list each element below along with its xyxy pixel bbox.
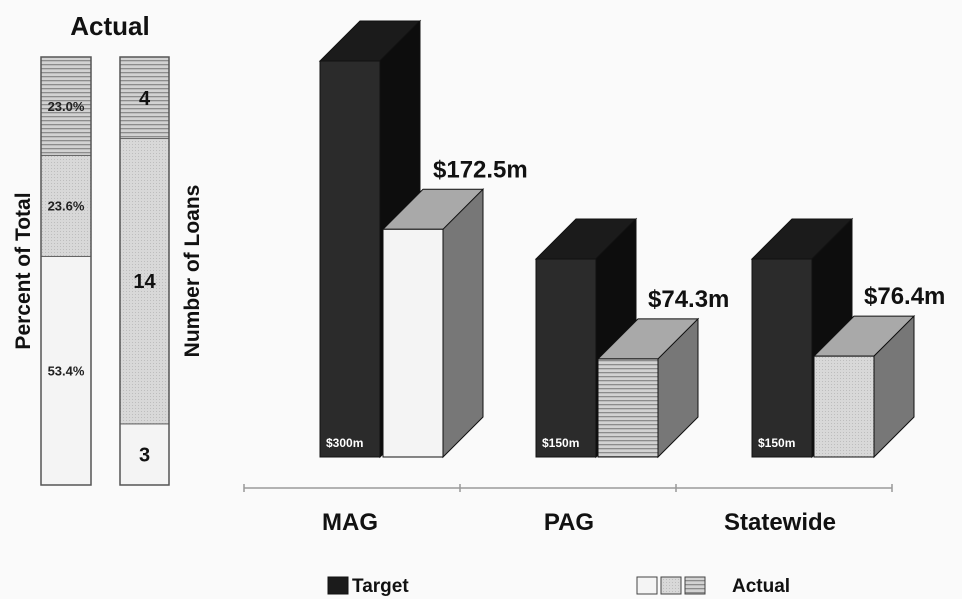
actual-value-label-0: $172.5m [433,156,528,183]
pct-segment-label-2: 23.0% [48,99,85,114]
legend-actual-label: Actual [732,576,790,597]
count-column-outline [119,56,170,486]
pct-segment-label-1: 23.6% [48,198,85,213]
category-label-1: PAG [544,509,594,536]
pct-axis-label: Percent of Total [12,192,35,349]
pct-segment-1 [40,154,92,257]
legend-actual-swatch-0 [636,576,658,595]
actual-value-label-2: $76.4m [864,283,945,310]
legend-actual-swatch-1 [660,576,682,595]
target-value-label-1: $150m [542,436,579,450]
count-segment-label-2: 4 [139,88,151,110]
legend-actual-swatch-2 [684,576,706,595]
target-bar-1-face [535,258,597,458]
actual-value-label-1: $74.3m [648,286,729,313]
actual-bar-0-face [382,228,444,458]
pct-segment-0 [40,255,92,486]
actual-bar-2-face [813,355,875,458]
actual-breakdown-panel: Actual 53.4% 23.6% 23.0% Percent of Total 3 14… [12,11,204,486]
pct-segment-label-0: 53.4% [48,363,85,378]
legend-target-swatch [327,576,349,595]
category-label-0: MAG [322,509,378,536]
actual-bar-0-side [442,188,484,459]
target-value-label-0: $300m [326,436,363,450]
count-segment-label-0: 3 [139,444,150,466]
pct-column-outline [40,56,92,486]
bars-3d: $300m $172.5m $150m $74.3m $150m $76.4m [318,19,945,459]
legend: Target Actual [327,576,790,597]
legend-target-label: Target [352,576,409,597]
category-axis: MAG PAG Statewide [243,484,893,536]
target-value-label-2: $150m [758,436,795,450]
actual-bar-1-face [597,358,659,458]
target-bar-0-face [319,60,381,458]
target-bar-2-face [751,258,813,458]
count-segment-label-1: 14 [133,271,156,293]
category-label-2: Statewide [724,509,836,536]
actual-title: Actual [70,11,149,41]
count-axis-label: Number of Loans [181,185,204,358]
